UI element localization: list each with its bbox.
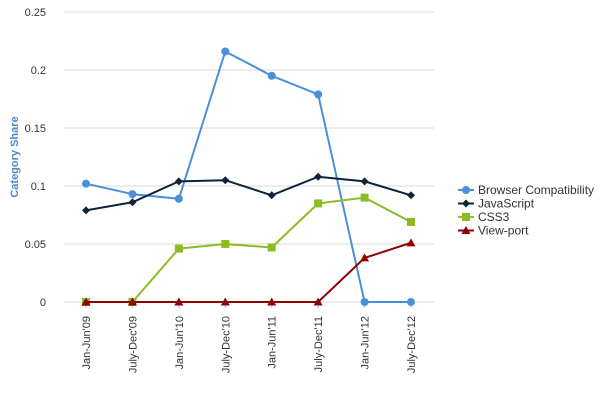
series-line xyxy=(86,196,412,303)
data-point[interactable] xyxy=(81,297,91,306)
y-tick-label: 0.15 xyxy=(25,123,46,135)
data-point[interactable] xyxy=(461,226,471,234)
data-point[interactable] xyxy=(220,297,230,306)
legend-marker xyxy=(461,226,471,234)
y-axis-label: Category Share xyxy=(9,116,21,197)
data-point[interactable] xyxy=(462,186,470,194)
y-tick-label: 0.25 xyxy=(25,7,46,19)
data-point[interactable] xyxy=(267,297,277,306)
x-axis-ticks: Jan-Jun'09 July-Dec'09 Jan-Jun'10 July-Dec'… xyxy=(81,302,418,373)
legend-item[interactable]: View-port xyxy=(458,224,529,238)
legend-label: Browser Compatibility xyxy=(478,183,594,197)
series-line xyxy=(85,49,411,303)
data-point[interactable] xyxy=(267,191,276,200)
x-tick-label: Jan-Jun'12 xyxy=(360,316,372,369)
data-point[interactable] xyxy=(82,179,90,188)
data-point[interactable] xyxy=(174,297,184,306)
data-point[interactable] xyxy=(221,176,230,185)
data-point[interactable] xyxy=(462,199,470,208)
data-point[interactable] xyxy=(360,177,369,186)
legend-label: View-port xyxy=(478,224,529,238)
data-point[interactable] xyxy=(174,244,183,253)
data-point[interactable] xyxy=(314,172,323,181)
x-tick-label: Jan-Jun'11 xyxy=(267,316,279,369)
data-point[interactable] xyxy=(127,297,137,306)
data-point[interactable] xyxy=(314,90,323,99)
legend[interactable]: Browser CompatibilityJavaScriptCSS3View-… xyxy=(458,183,594,238)
series-css3 xyxy=(82,193,415,306)
y-tick-label: 0.1 xyxy=(31,181,46,193)
data-point[interactable] xyxy=(267,243,276,252)
data-point[interactable] xyxy=(314,199,323,208)
series-view-port xyxy=(81,238,416,306)
data-point[interactable] xyxy=(407,217,415,226)
legend-item[interactable]: Browser Compatibility xyxy=(458,183,594,197)
x-tick-label: Jan-Jun'09 xyxy=(81,316,93,369)
data-point[interactable] xyxy=(267,71,276,80)
data-point[interactable] xyxy=(128,198,137,207)
series-group xyxy=(81,47,416,306)
y-tick-label: 0.2 xyxy=(31,65,46,77)
data-point[interactable] xyxy=(360,298,369,306)
data-point[interactable] xyxy=(174,177,183,186)
data-point[interactable] xyxy=(360,253,370,262)
data-point[interactable] xyxy=(462,213,470,221)
series-line xyxy=(85,175,412,212)
data-point[interactable] xyxy=(360,193,369,202)
data-point[interactable] xyxy=(313,297,323,306)
data-point[interactable] xyxy=(128,190,137,199)
gridlines xyxy=(64,11,434,303)
legend-marker xyxy=(462,213,470,221)
y-tick-label: 0.05 xyxy=(25,239,46,251)
data-point[interactable] xyxy=(406,238,416,247)
y-axis-ticks: 0 0.05 0.1 0.15 0.2 0.25 xyxy=(25,7,46,309)
series-line xyxy=(86,241,412,303)
series-browser-compatibility xyxy=(82,47,415,306)
x-tick-label: July-Dec'11 xyxy=(313,316,325,372)
data-point[interactable] xyxy=(407,298,415,306)
data-point[interactable] xyxy=(82,206,90,215)
x-tick-label: July-Dec'09 xyxy=(127,316,139,373)
x-tick-label: July-Dec'12 xyxy=(406,316,418,373)
data-point[interactable] xyxy=(221,240,230,248)
legend-item[interactable]: JavaScript xyxy=(458,197,535,211)
data-point[interactable] xyxy=(174,194,183,203)
legend-marker xyxy=(462,199,470,208)
legend-marker xyxy=(462,186,470,194)
legend-label: CSS3 xyxy=(478,210,510,224)
x-tick-label: July-Dec'10 xyxy=(220,316,232,373)
legend-label: JavaScript xyxy=(478,197,535,211)
legend-item[interactable]: CSS3 xyxy=(458,210,510,224)
series-javascript xyxy=(82,172,415,215)
y-tick-label: 0 xyxy=(40,297,46,309)
data-point[interactable] xyxy=(221,47,230,56)
x-tick-label: Jan-Jun'10 xyxy=(174,316,186,369)
data-point[interactable] xyxy=(407,191,415,200)
